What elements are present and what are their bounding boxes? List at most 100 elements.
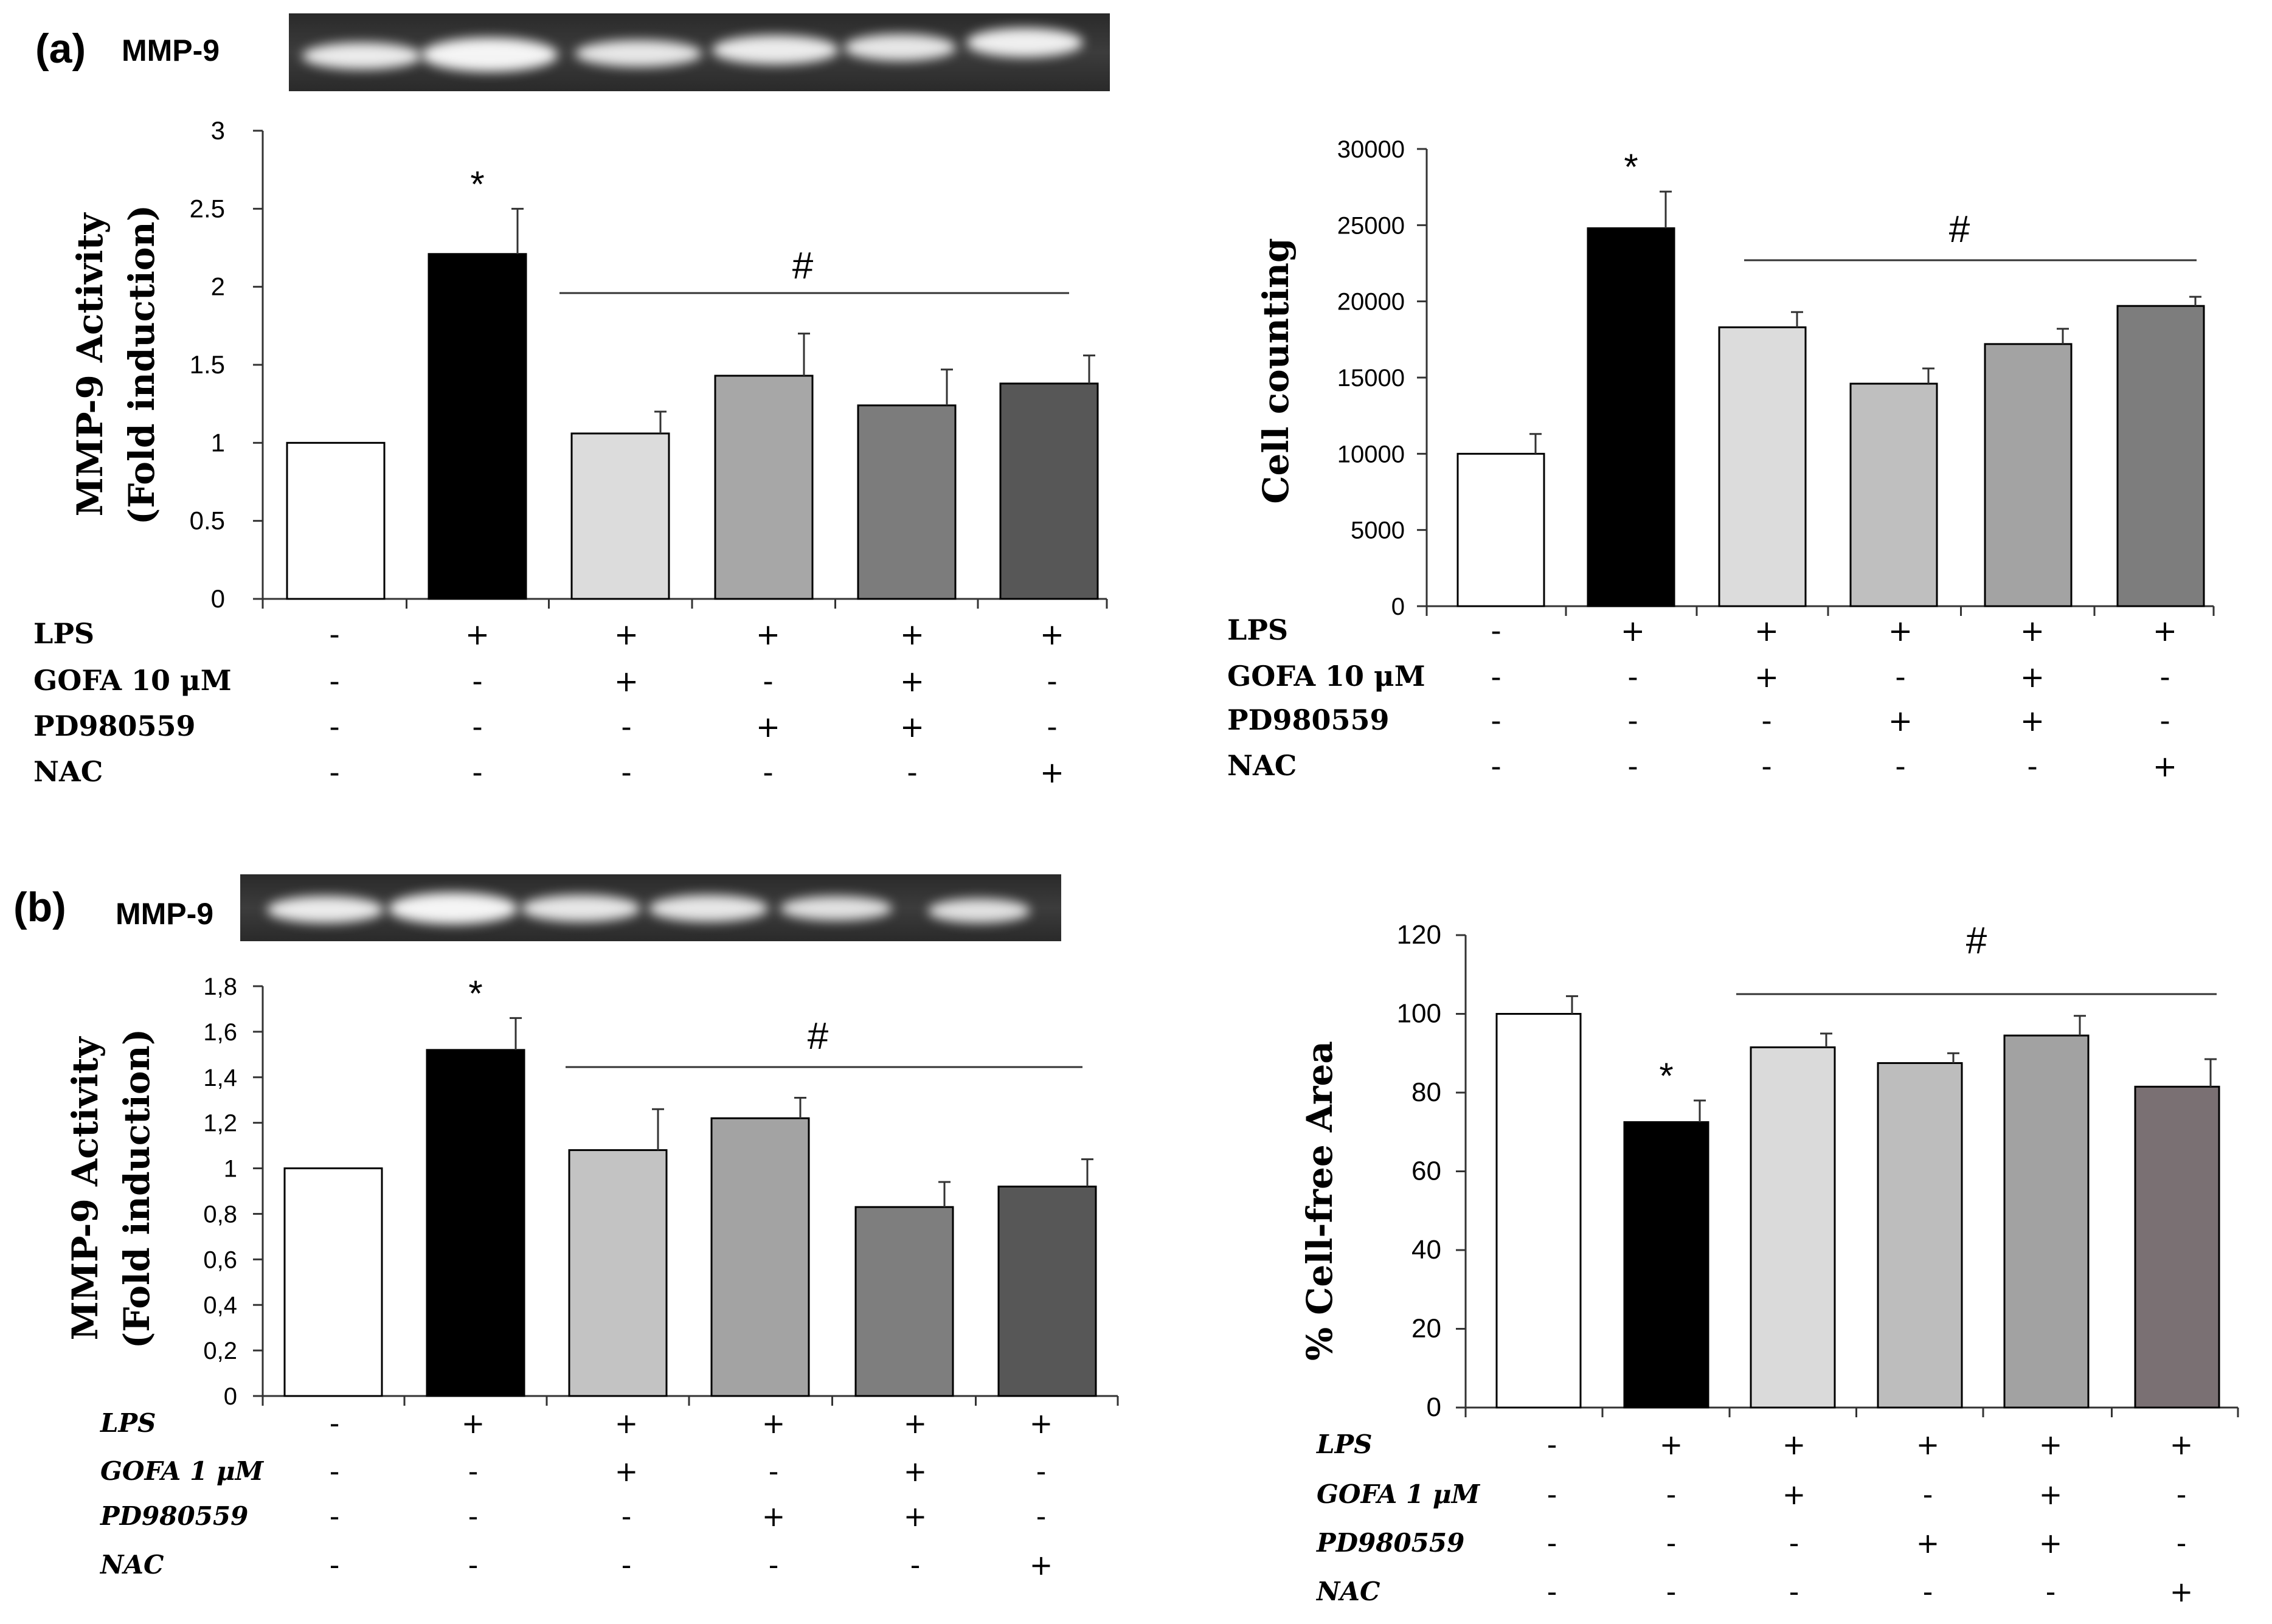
y-tick-label: 120 [1397,920,1441,950]
chart-a1: 0 0.5 1 1.5 2 2.5 3 MMP-9 Activity (Fold inducti… [33,116,1108,790]
condition-sign: - [1923,1478,1933,1511]
condition-sign: - [1895,660,1905,694]
condition-sign: - [622,1500,632,1533]
condition-sign: - [769,1455,779,1488]
condition-label: NAC [33,755,103,788]
condition-label: LPS [33,617,94,650]
y-tick-label: 2.5 [190,194,225,223]
y-tick-label: 0,2 [203,1338,237,1364]
condition-sign: - [329,665,339,699]
condition-sign: + [465,618,490,652]
condition-label: GOFA 10 μM [1227,660,1425,693]
condition-sign: - [329,618,339,652]
bar [710,1117,810,1397]
condition-sign: + [2020,614,2045,648]
condition-label: PD980559 [100,1501,248,1531]
condition-sign: + [904,1407,927,1440]
condition-sign: - [1036,1455,1047,1488]
bar [999,382,1099,600]
condition-sign: + [1916,1428,1940,1461]
condition-sign: - [1666,1478,1677,1511]
significance-hash: # [1966,920,1987,962]
y-axis-label: (Fold induction) [116,1029,158,1349]
significance-star: * [468,973,482,1014]
bar [283,1167,383,1397]
condition-label: LPS [1316,1429,1372,1459]
condition-label: NAC [1227,749,1297,782]
significance-hash: # [1949,209,1970,251]
bar [1718,326,1807,607]
y-tick-label: 0,4 [203,1292,237,1319]
y-tick-label: 0,6 [203,1246,237,1273]
condition-sign: - [1789,1527,1799,1560]
condition-label: LPS [100,1408,156,1438]
condition-label: GOFA 1 μM [100,1456,265,1486]
condition-sign: - [763,756,773,790]
y-tick-label: 1,4 [203,1065,237,1091]
condition-sign: - [1547,1527,1557,1560]
condition-sign: + [1040,618,1064,652]
condition-sign: + [756,618,780,652]
condition-sign: + [900,618,924,652]
y-tick-label: 0 [211,584,225,613]
gel-image-a [289,13,1110,91]
condition-sign: + [1754,660,1779,694]
condition-sign: - [1547,1428,1557,1461]
bar [854,1206,954,1397]
panel-a-letter: (a) [35,26,86,72]
condition-sign: - [2159,704,2170,738]
condition-sign: + [1782,1428,1806,1461]
y-tick-label: 1,8 [203,973,237,1000]
chart-a2: 0 5000 10000 15000 20000 25000 30000 Cell count… [1227,136,2215,784]
y-axis-label: % Cell-free Area [1299,1041,1340,1361]
condition-sign: - [1761,750,1772,784]
condition-label: GOFA 10 μM [33,664,232,697]
y-tick-label: 1 [211,428,225,457]
condition-sign: - [329,756,339,790]
y-tick-label: 80 [1411,1077,1441,1107]
y-tick-label: 40 [1411,1235,1441,1265]
bar [714,375,814,600]
condition-sign: + [2170,1575,2194,1608]
y-tick-label: 0,8 [203,1201,237,1228]
condition-sign: - [1491,614,1501,648]
condition-label: PD980559 [1316,1528,1464,1558]
condition-sign: - [2046,1575,2056,1608]
y-tick-label: 100 [1397,999,1441,1029]
condition-sign: + [614,665,639,699]
condition-sign: + [1660,1428,1683,1461]
condition-sign: + [1888,704,1913,738]
condition-label: NAC [99,1550,164,1580]
condition-sign: + [1030,1407,1053,1440]
condition-sign: - [621,710,631,744]
bar [428,253,527,600]
y-tick-label: 1,6 [203,1019,237,1046]
bar [1456,452,1545,607]
condition-sign: + [2039,1527,2063,1560]
significance-star: * [1624,147,1638,187]
bar [2116,305,2205,607]
bar [2003,1034,2090,1409]
panel-b-gel-label: MMP-9 [116,897,213,931]
chart-b1: 0 0,2 0,4 0,6 0,8 1 1,2 1,4 1,6 1,8 MMP-9 Activity… [64,973,1119,1581]
bar [2134,1085,2220,1409]
bar [1495,1013,1582,1409]
condition-sign: - [1491,750,1501,784]
condition-sign: - [1047,710,1057,744]
condition-sign: + [615,1407,639,1440]
condition-label: LPS [1227,613,1288,646]
y-tick-label: 1.5 [190,350,225,379]
condition-sign: + [614,618,639,652]
bar [570,432,670,600]
condition-label: PD980559 [33,710,196,742]
condition-sign: - [622,1549,632,1581]
condition-label: NAC [1315,1577,1380,1606]
condition-sign: + [756,710,780,744]
condition-sign: - [910,1549,921,1581]
condition-sign: + [2039,1478,2063,1511]
condition-sign: + [2153,614,2177,648]
condition-sign: + [900,710,924,744]
condition-sign: - [1923,1575,1933,1608]
y-tick-label: 20 [1411,1314,1441,1344]
